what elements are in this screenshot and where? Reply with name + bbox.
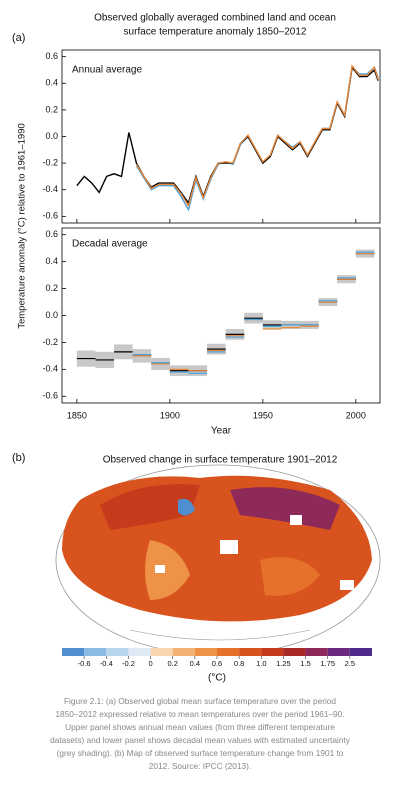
colorbar-swatch — [194, 648, 217, 656]
colorbar-swatch — [172, 648, 195, 656]
caption-line: 1850–2012 expressed relative to mean tem… — [55, 709, 344, 719]
panel-subtitle: Decadal average — [72, 239, 148, 250]
y-tick-label: -0.6 — [42, 391, 58, 401]
plot-frame — [61, 49, 381, 224]
y-tick-label: 0.0 — [45, 131, 58, 141]
y-tick-label: -0.6 — [42, 211, 58, 221]
panel-label: (a) — [12, 32, 25, 44]
colorbar-label: -0.2 — [122, 659, 135, 668]
y-tick-label: 0.6 — [45, 51, 58, 61]
colorbar-swatch — [150, 648, 173, 656]
chart-title: Observed change in surface temperature 1… — [103, 455, 338, 466]
world-map — [55, 464, 381, 656]
caption-line: datasets) and lower panel shows decadal … — [50, 735, 351, 745]
colorbar-swatch — [128, 648, 151, 656]
y-tick-label: 0.2 — [45, 283, 58, 293]
colorbar-label: 1.75 — [320, 659, 335, 668]
colorbar-swatch — [239, 648, 262, 656]
y-axis-label: Temperature anomaly (°C) relative to 196… — [17, 123, 28, 329]
colorbar-swatch — [106, 648, 129, 656]
caption-line: 2012. Source: IPCC (2013). — [149, 761, 251, 771]
colorbar-swatch — [283, 648, 306, 656]
caption-line: Upper panel shows annual mean values (fr… — [65, 722, 335, 732]
series-line — [76, 65, 379, 205]
panel-subtitle: Annual average — [72, 65, 142, 76]
series-line — [135, 64, 379, 208]
colorbar-label: 0.8 — [234, 659, 244, 668]
colorbar-swatch — [349, 648, 372, 656]
y-tick-label: -0.2 — [42, 337, 58, 347]
colorbar-swatch — [261, 648, 284, 656]
colorbar-label: 2.5 — [345, 659, 355, 668]
caption-line: Figure 2.1: (a) Observed global mean sur… — [64, 696, 336, 706]
panel-label: (b) — [12, 452, 25, 464]
chart-title: Observed globally averaged combined land… — [94, 13, 336, 24]
y-tick-label: -0.2 — [42, 157, 58, 167]
x-tick-label: 1950 — [253, 410, 273, 420]
colorbar-label: 0.2 — [167, 659, 177, 668]
x-tick-label: 1900 — [160, 410, 180, 420]
colorbar-label: 0.4 — [190, 659, 200, 668]
caption-line: (grey shading). (b) Map of observed surf… — [57, 748, 344, 758]
colorbar-swatch — [217, 648, 240, 656]
colorbar-label: -0.4 — [100, 659, 113, 668]
colorbar-unit: (°C) — [208, 673, 226, 684]
colorbar-swatch — [84, 648, 107, 656]
colorbar-label: 1.0 — [256, 659, 266, 668]
colorbar-label: 1.25 — [276, 659, 291, 668]
colorbar-swatch — [62, 648, 85, 656]
plot-frame — [61, 227, 381, 404]
y-tick-label: 0.4 — [45, 78, 58, 88]
colorbar-label: 0.6 — [212, 659, 222, 668]
colorbar-swatch — [327, 648, 350, 656]
y-tick-label: 0.4 — [45, 256, 58, 266]
colorbar-label: 0 — [148, 659, 152, 668]
x-tick-label: 1850 — [67, 410, 87, 420]
colorbar-swatch — [305, 648, 328, 656]
y-tick-label: 0.6 — [45, 229, 58, 239]
colorbar-label: -0.6 — [78, 659, 91, 668]
y-tick-label: -0.4 — [42, 364, 58, 374]
x-axis-label: Year — [211, 426, 232, 437]
chart-title: surface temperature anomaly 1850–2012 — [124, 27, 307, 38]
colorbar-label: 1.5 — [300, 659, 310, 668]
series-line — [135, 65, 379, 212]
y-tick-label: 0.2 — [45, 104, 58, 114]
y-tick-label: 0.0 — [45, 310, 58, 320]
y-tick-label: -0.4 — [42, 184, 58, 194]
x-tick-label: 2000 — [346, 410, 366, 420]
